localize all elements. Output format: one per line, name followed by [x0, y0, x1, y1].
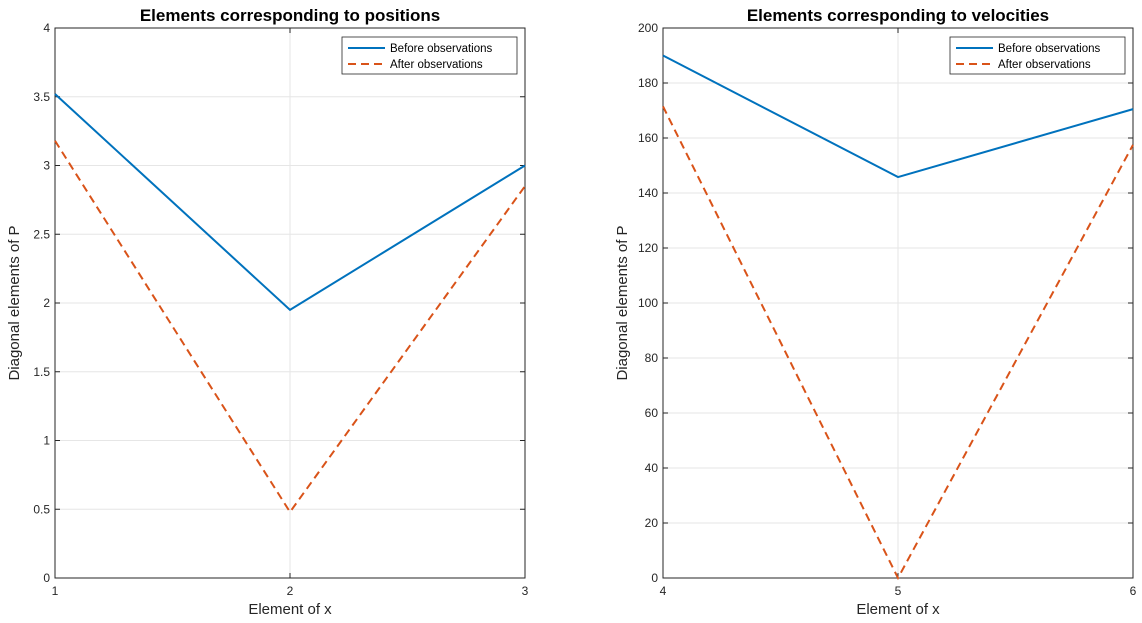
chart-title: Elements corresponding to velocities — [747, 6, 1049, 25]
x-axis-label: Element of x — [248, 601, 332, 618]
y-tick-label: 160 — [638, 131, 658, 145]
y-tick-label: 80 — [645, 351, 659, 365]
y-tick-label: 1 — [43, 434, 50, 448]
y-tick-label: 140 — [638, 186, 658, 200]
y-tick-label: 3.5 — [33, 90, 50, 104]
y-tick-label: 2 — [43, 296, 50, 310]
y-tick-label: 1.5 — [33, 365, 50, 379]
chart-title: Elements corresponding to positions — [140, 6, 440, 25]
y-tick-label: 180 — [638, 76, 658, 90]
y-tick-label: 100 — [638, 296, 658, 310]
chart-velocities: 0 20 40 60 80 100 120 140 160 180 200 4 5 6 Elements c… — [614, 6, 1137, 618]
y-tick-label: 120 — [638, 241, 658, 255]
x-tick-label: 3 — [522, 584, 529, 598]
y-tick-label: 0 — [651, 571, 658, 585]
y-tick-label: 2.5 — [33, 227, 50, 241]
legend-label: Before observations — [998, 43, 1101, 55]
y-tick-label: 0 — [43, 571, 50, 585]
x-tick-label: 6 — [1130, 584, 1137, 598]
y-tick-label: 60 — [645, 406, 659, 420]
y-axis-label: Diagonal elements of P — [6, 225, 23, 380]
legend-label: After observations — [998, 59, 1091, 71]
series-line-after — [662, 105, 1134, 581]
legend: Before observations After observations — [341, 36, 518, 75]
x-axis-label: Element of x — [856, 601, 940, 618]
series-line-after — [54, 140, 526, 514]
y-tick-label: 0.5 — [33, 502, 50, 516]
legend-label: After observations — [390, 59, 483, 71]
x-tick-label: 1 — [52, 584, 59, 598]
chart-positions: 0 0.5 1 1.5 2 2.5 3 3.5 4 1 2 3 Elements correspondi… — [6, 6, 529, 618]
y-tick-label: 3 — [43, 159, 50, 173]
series-line-before — [662, 54, 1134, 179]
x-tick-label: 2 — [287, 584, 294, 598]
series-line-before — [54, 93, 526, 312]
x-tick-label: 4 — [660, 584, 667, 598]
y-tick-label: 20 — [645, 516, 659, 530]
x-tick-label: 5 — [895, 584, 902, 598]
legend-label: Before observations — [390, 43, 493, 55]
legend-box — [949, 36, 1126, 75]
y-tick-label: 4 — [43, 21, 50, 35]
legend-box — [341, 36, 518, 75]
y-tick-label: 40 — [645, 461, 659, 475]
y-tick-label: 200 — [638, 21, 658, 35]
y-axis-label: Diagonal elements of P — [614, 225, 631, 380]
legend: Before observations After observations — [949, 36, 1126, 75]
